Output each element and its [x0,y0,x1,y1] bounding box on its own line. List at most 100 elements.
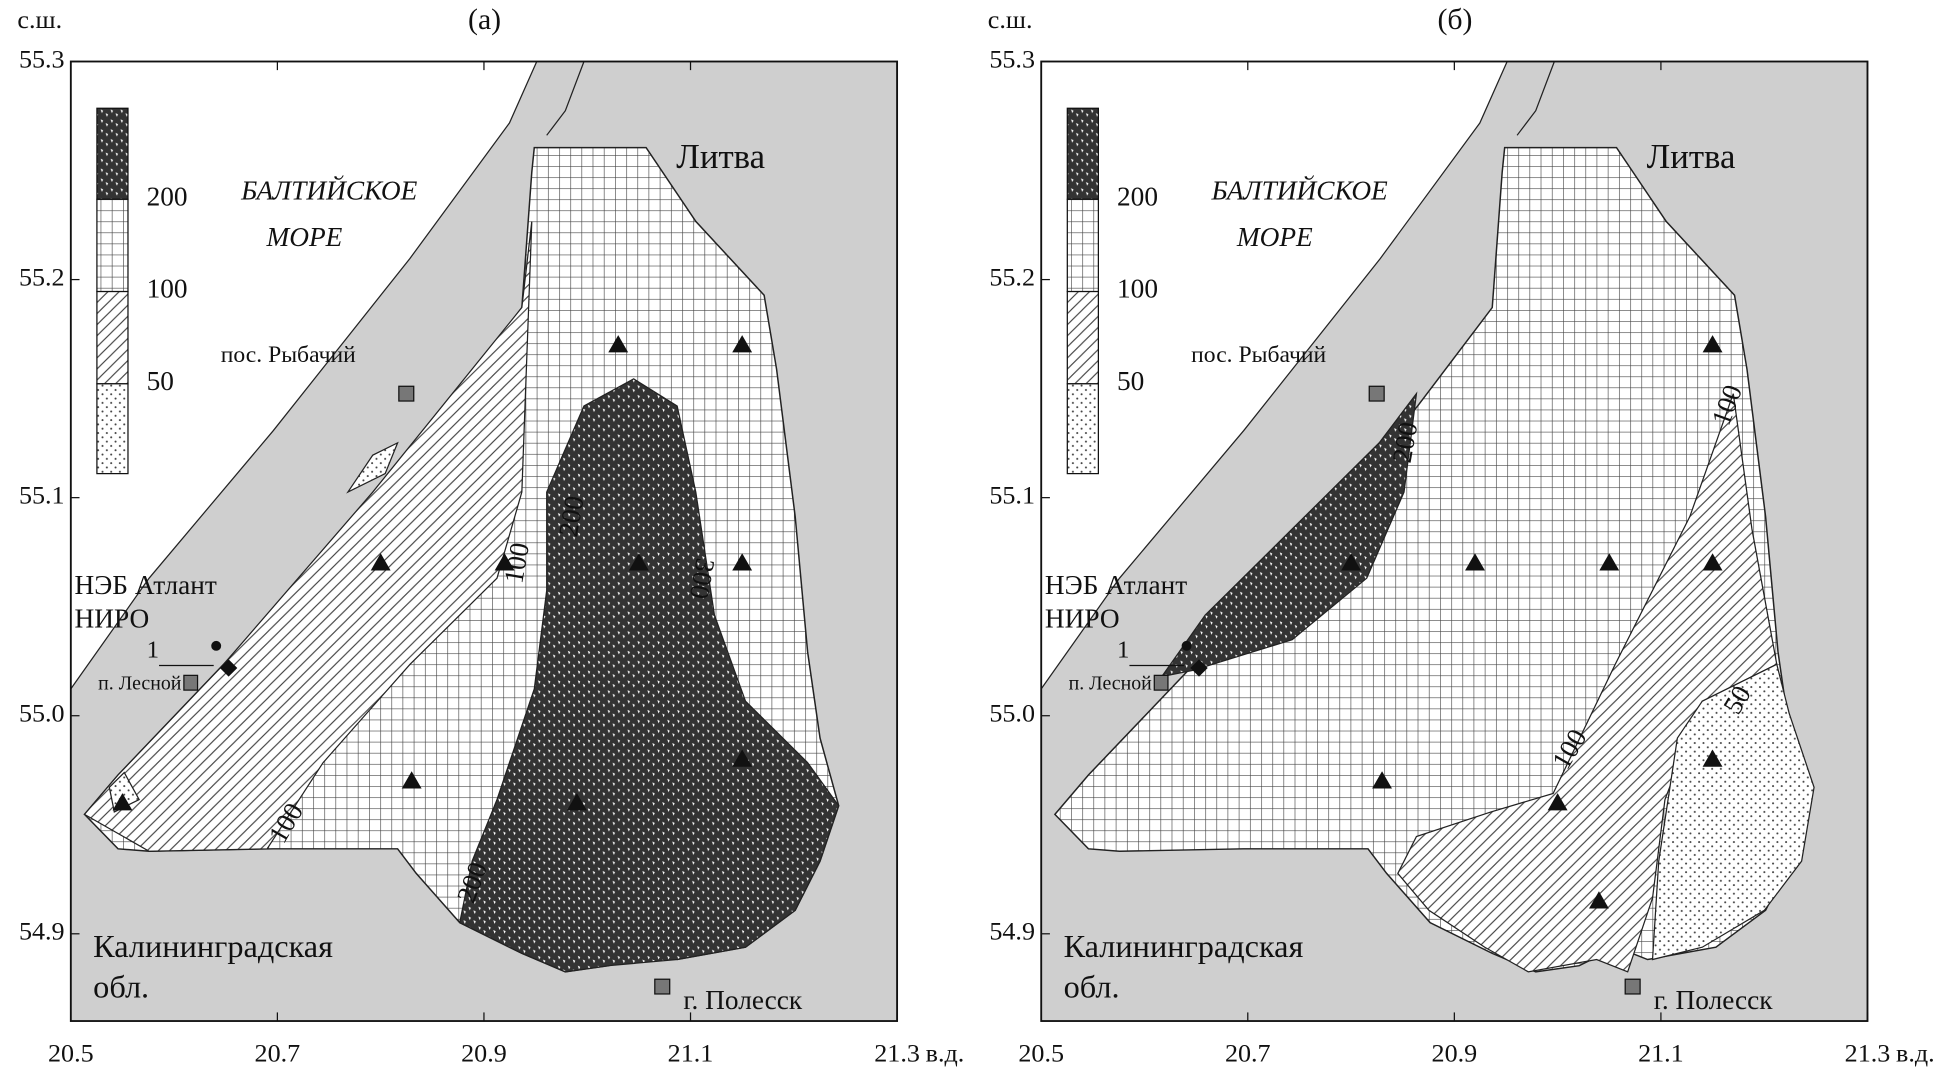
station-site [1181,640,1192,651]
zone [108,771,141,813]
legend-label: 50 [147,366,174,396]
sea-label: МОРЕ [265,222,342,252]
y-tick-label: 55.3 [989,45,1035,74]
legend-swatch [96,107,129,200]
station [494,553,515,571]
y-tick-label: 54.9 [989,917,1035,946]
map-panel: (б) с.ш. в.д. 20.5 20.7 20.9 21.1 21.3 55.3 55.2 5… [988,4,1935,1067]
settlement [398,385,415,402]
contour-label: 300 [684,556,721,601]
legend-swatch [96,198,129,293]
settlement [1624,978,1641,995]
x-tick-label: 20.5 [1018,1039,1064,1068]
station [112,793,133,811]
panel-title: (а) [468,4,501,36]
station [566,793,587,811]
legend-swatch [1066,107,1099,200]
x-tick-label: 21.3 [1845,1039,1891,1068]
station [370,553,391,571]
place-label: НИРО [1045,604,1120,634]
y-tick-label: 55.1 [19,481,65,510]
legend-label: 100 [147,274,188,304]
place-label: г. Полесск [1654,985,1774,1015]
y-tick-label: 55.0 [19,699,65,728]
station [732,749,753,767]
y-tick-label: 55.2 [989,263,1035,292]
x-axis-label: в.д. [1896,1039,1935,1068]
contour-label: 200 [553,494,590,539]
legend-label: 50 [1117,366,1144,396]
station [1702,553,1723,571]
x-tick-label: 21.1 [1638,1039,1684,1068]
y-tick-label: 55.3 [19,45,65,74]
legend-swatch [1066,290,1099,385]
region-label: Калининградская [93,928,333,964]
place-label: 1 [147,637,159,664]
region-label: обл. [1064,969,1120,1005]
settlement [654,978,671,995]
x-tick-label: 21.3 [874,1039,920,1068]
x-axis-label: в.д. [926,1039,965,1068]
x-tick-label: 20.5 [48,1039,94,1068]
country-label: Литва [1647,138,1736,176]
map-panel: (а) с.ш. в.д. 20.5 20.7 20.9 21.1 21.3 55.3 55.2 5… [17,4,964,1067]
place-label: п. Лесной [1069,673,1153,695]
country-label: Литва [676,138,765,176]
legend-label: 200 [1117,182,1158,212]
place-label: г. Полесск [683,985,803,1015]
station [1465,553,1485,571]
settlement [1153,674,1169,691]
zone [459,378,840,973]
station [1341,553,1362,571]
legend-swatch [96,290,129,385]
region-label: обл. [93,969,149,1005]
station [401,771,422,789]
settlement [183,674,199,691]
legend-swatch [1066,383,1099,475]
sea-label: БАЛТИЙСКОЕ [240,174,418,205]
legend-label: 200 [147,182,188,212]
legend-swatch [1066,198,1099,293]
x-tick-label: 20.9 [1432,1039,1478,1068]
station [1547,793,1568,811]
station [1372,771,1392,789]
zone [1160,391,1418,678]
y-tick-label: 55.0 [989,699,1035,728]
region-label: Калининградская [1064,928,1304,964]
station [608,335,629,353]
place-label: НЭБ Атлант [75,570,217,600]
y-axis-label: с.ш. [988,5,1033,34]
x-tick-label: 20.7 [1225,1039,1271,1068]
station-site [211,640,222,651]
place-label: пос. Рыбачий [221,342,356,368]
station [1702,335,1723,353]
station [628,553,649,571]
x-tick-label: 21.1 [668,1039,714,1068]
zone [346,441,399,494]
sea-label: БАЛТИЙСКОЕ [1211,174,1389,205]
station [1589,891,1609,909]
coastline [1040,61,1555,690]
station [1599,553,1620,571]
legend-swatch [96,383,129,475]
station [732,553,753,571]
place-label: пос. Рыбачий [1191,342,1326,368]
coastline [70,61,585,690]
y-tick-label: 54.9 [19,917,65,946]
y-axis-label: с.ш. [17,5,62,34]
x-tick-label: 20.9 [461,1039,507,1068]
place-label: НИРО [75,604,150,634]
place-label: НЭБ Атлант [1045,570,1187,600]
station [732,335,753,353]
station [1702,749,1723,767]
legend-label: 100 [1117,274,1158,304]
y-tick-label: 55.2 [19,263,65,292]
x-tick-label: 20.7 [255,1039,301,1068]
y-tick-label: 55.1 [989,481,1035,510]
sea-label: МОРЕ [1236,222,1313,252]
place-label: 1 [1117,637,1129,664]
settlement [1368,385,1385,402]
zone [1651,663,1815,961]
contour-label: 200 [1387,420,1424,465]
